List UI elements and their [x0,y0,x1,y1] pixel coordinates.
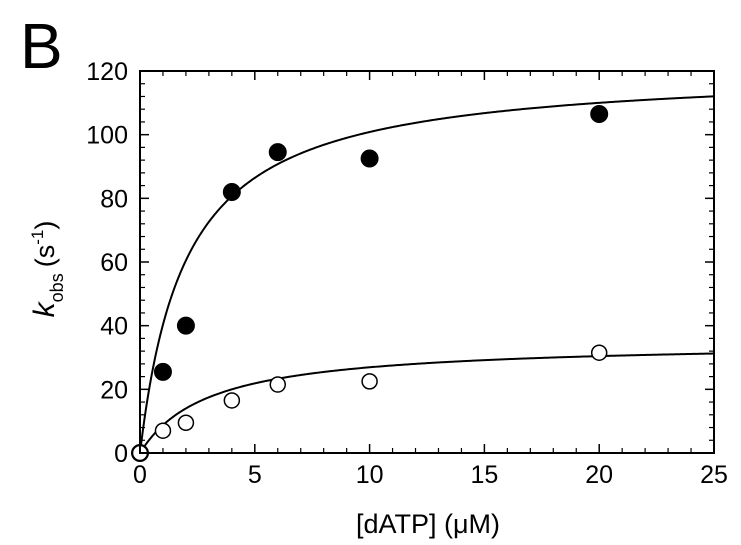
open-data-point [223,392,241,409]
panel-label: B [20,10,63,82]
y-axis-label-sub: obs [47,273,67,302]
filled-data-point [222,182,241,201]
x-tick-label: 20 [585,461,613,489]
y-axis-label-main: k [28,300,61,317]
filled-data-point [590,104,609,123]
fit-curve-2 [139,352,715,454]
filled-data-point [268,143,287,162]
y-tick-label: 80 [100,185,128,213]
y-tick-label: 20 [100,376,128,404]
x-tick-label: 5 [248,461,262,489]
y-tick-label: 60 [100,249,128,277]
y-axis-label-unit-open: (s [30,245,60,268]
filled-data-point [360,149,379,168]
y-tick-label: 0 [114,440,128,468]
open-data-point [361,373,378,390]
x-tick-label: 15 [470,461,498,489]
x-axis-label: [dATP] (μM) [356,509,500,539]
x-tick-label: 25 [700,461,728,489]
y-tick-label: 40 [100,313,128,341]
filled-data-point [176,316,195,335]
data-markers [131,104,609,462]
y-tick-label: 100 [86,122,128,150]
filled-data-point [153,362,172,381]
axis-ticks: 0 5 10 15 20 25 0 20 40 60 80 100 120 [86,58,728,489]
y-axis-label: kobs (s-1) [28,221,67,318]
y-tick-label: 120 [86,58,128,86]
open-data-point [177,414,195,432]
open-data-point [269,376,287,393]
y-axis-label-unit-close: ) [30,221,60,230]
x-tick-label: 0 [133,461,147,489]
open-data-point [590,344,608,361]
y-axis-label-unit-sup: -1 [28,230,47,245]
x-tick-label: 10 [356,461,384,489]
open-data-point [154,422,172,439]
